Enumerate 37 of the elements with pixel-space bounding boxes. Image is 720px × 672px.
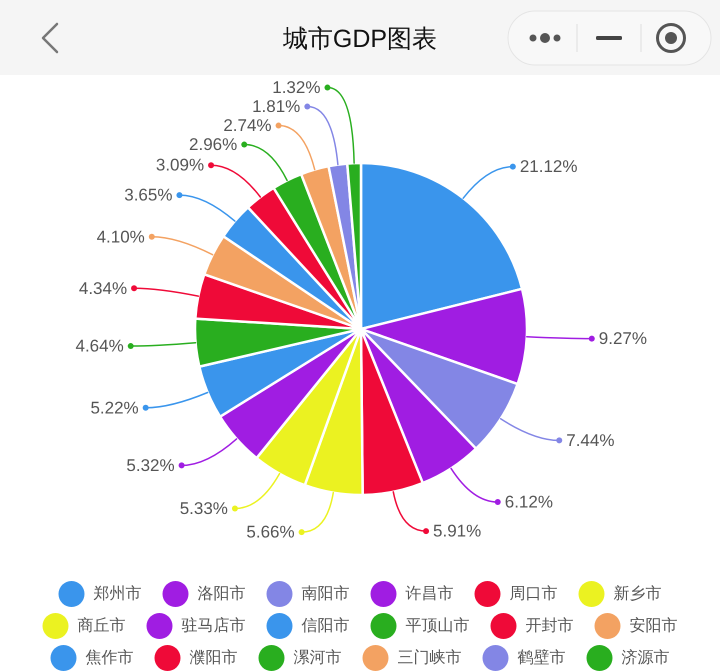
chart-title: 城市GDP图表: [282, 25, 438, 53]
data-label: 5.22%: [90, 398, 139, 418]
data-label: 1.32%: [272, 78, 320, 98]
data-label: 3.09%: [156, 156, 204, 175]
legend-label: 开封市: [526, 616, 574, 634]
legend-label: 洛阳市: [198, 584, 246, 602]
legend-label: 鹤壁市: [518, 648, 566, 666]
data-label: 1.81%: [252, 97, 300, 116]
data-label: 4.34%: [78, 278, 128, 298]
data-label: 4.64%: [76, 336, 124, 356]
data-label: 2.96%: [189, 135, 238, 154]
legend-label: 南阳市: [302, 584, 350, 602]
data-label: 2.74%: [223, 116, 272, 136]
legend-label: 濮阳市: [190, 648, 238, 666]
data-label: 21.12%: [520, 157, 578, 176]
legend-label: 许昌市: [406, 584, 454, 602]
data-label: 4.10%: [96, 227, 145, 246]
legend-label: 郑州市: [94, 584, 142, 602]
legend-label: 三门峡市: [398, 648, 462, 666]
data-label: 7.44%: [566, 430, 614, 450]
legend-label: 平顶山市: [406, 616, 470, 634]
legend-label: 新乡市: [614, 584, 662, 602]
data-label: 5.91%: [433, 522, 482, 541]
legend-label: 漯河市: [294, 648, 342, 666]
legend-label: 周口市: [510, 584, 558, 602]
legend-label: 信阳市: [302, 616, 350, 634]
data-label: 9.27%: [598, 329, 647, 348]
legend-label: 安阳市: [630, 616, 678, 634]
legend-label: 商丘市: [78, 616, 126, 634]
data-label: 5.66%: [246, 522, 295, 542]
data-label: 3.65%: [124, 186, 172, 205]
data-label: 5.33%: [180, 499, 228, 518]
legend-label: 驻马店市: [182, 616, 246, 634]
legend-label: 济源市: [622, 648, 670, 666]
legend-label: 焦作市: [86, 648, 134, 666]
data-label: 5.32%: [126, 456, 175, 475]
data-label: 6.12%: [504, 492, 553, 512]
